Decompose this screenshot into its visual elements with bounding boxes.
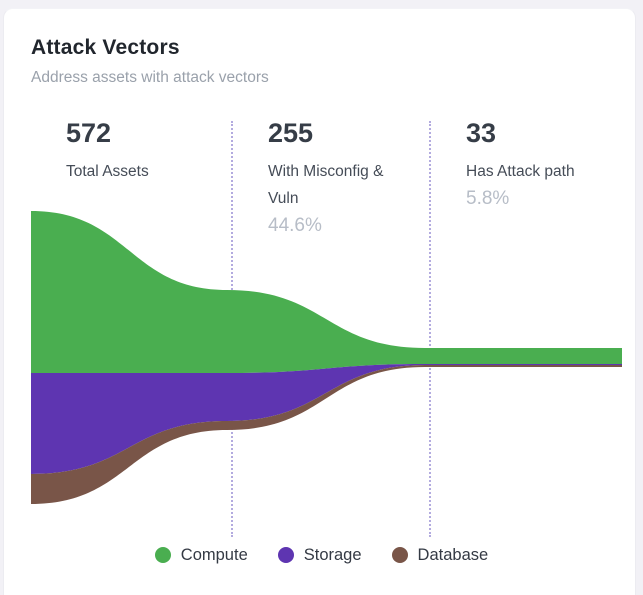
legend-item-storage-label: Storage <box>303 545 362 564</box>
stat-total-assets: 572 Total Assets <box>66 119 149 185</box>
legend-item-compute-label: Compute <box>180 545 248 564</box>
page-title: Attack Vectors <box>31 36 180 59</box>
chart-legend: Compute Storage Database <box>0 540 643 570</box>
compute-legend-dot-icon <box>154 547 171 563</box>
stat-misconfig-vuln-percent: 44.6% <box>268 215 322 236</box>
stat-attack-path-value: 33 <box>466 118 497 148</box>
funnel-band-compute[interactable] <box>31 211 622 373</box>
legend-item-database[interactable]: Database <box>391 545 489 565</box>
stat-attack-path-percent: 5.8% <box>466 188 510 209</box>
funnel-chart <box>31 211 622 504</box>
funnel-band-database[interactable] <box>31 365 622 504</box>
storage-legend-dot-icon <box>277 547 294 563</box>
stat-separator-2 <box>429 121 431 537</box>
legend-item-compute[interactable]: Compute <box>154 545 248 565</box>
legend-item-database-label: Database <box>417 545 489 564</box>
funnel-band-storage[interactable] <box>31 364 622 474</box>
stat-total-assets-value: 572 <box>66 118 112 148</box>
page-subtitle: Address assets with attack vectors <box>31 69 269 86</box>
stat-total-assets-label: Total Assets <box>66 163 149 180</box>
stat-attack-path: 33 Has Attack path 5.8% <box>466 119 575 210</box>
stat-misconfig-vuln: 255 With Misconfig & Vuln 44.6% <box>268 119 400 237</box>
stat-misconfig-vuln-value: 255 <box>268 118 314 148</box>
legend-item-storage[interactable]: Storage <box>277 545 362 565</box>
database-legend-dot-icon <box>391 547 408 563</box>
stat-attack-path-label: Has Attack path <box>466 163 575 180</box>
stat-misconfig-vuln-label: With Misconfig & Vuln <box>268 163 384 207</box>
